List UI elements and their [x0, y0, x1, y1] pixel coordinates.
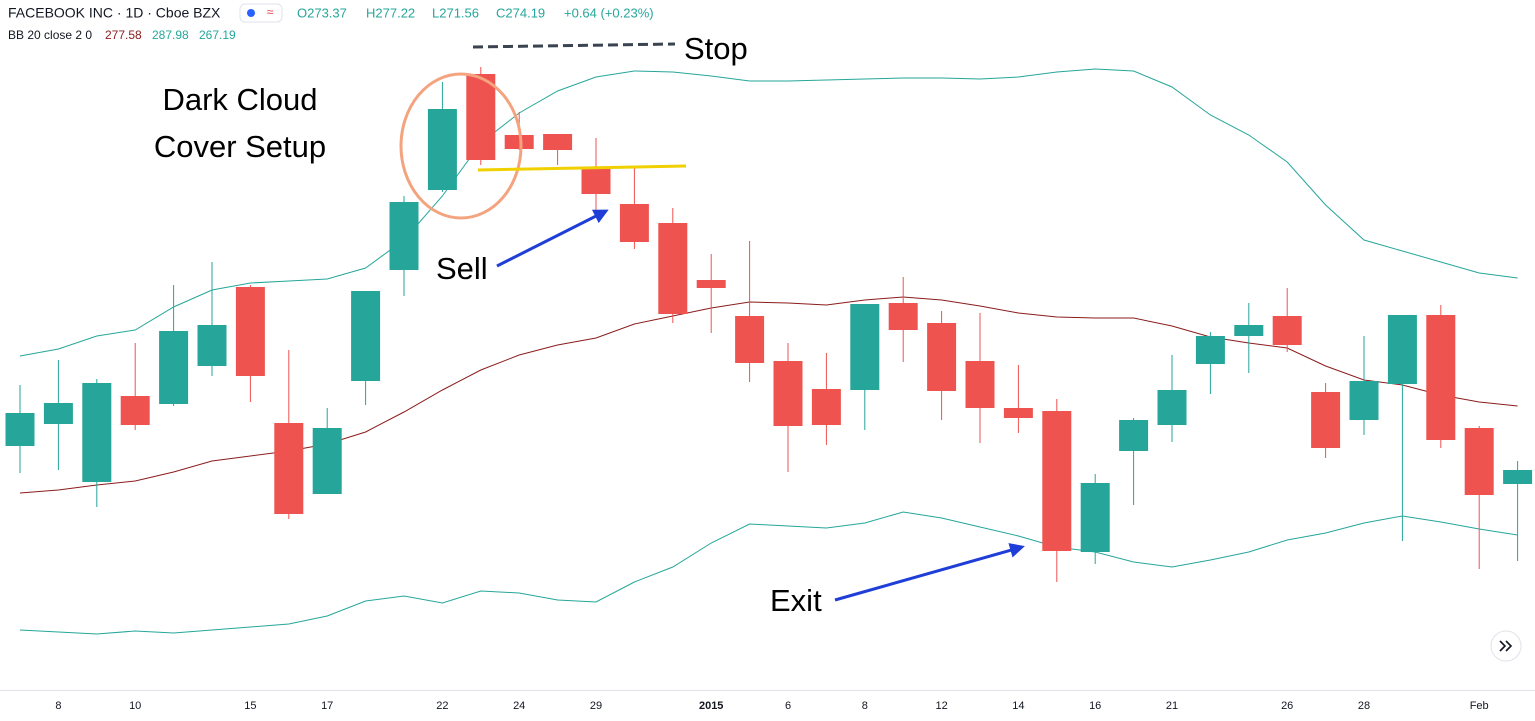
- x-tick-label: 14: [1012, 700, 1024, 712]
- ohlc-close: C274.19: [496, 5, 545, 20]
- x-tick-label: 26: [1281, 700, 1293, 712]
- x-tick-label: 2015: [699, 700, 723, 712]
- x-tick-label: 6: [785, 700, 791, 712]
- candle-body: [120, 396, 150, 425]
- sell-arrow: [496, 209, 609, 268]
- candle-body: [1349, 381, 1379, 420]
- candle-body: [850, 304, 880, 390]
- candle-body: [235, 287, 265, 376]
- candle-body: [1272, 316, 1302, 345]
- delay-icon: ≈: [267, 5, 274, 19]
- x-tick-label: 12: [935, 700, 947, 712]
- candle-body: [274, 423, 304, 514]
- candle-body: [1387, 315, 1417, 384]
- x-tick-label: 29: [590, 700, 602, 712]
- indicator-name: BB 20 close 2 0: [8, 28, 92, 42]
- status-pill[interactable]: [239, 3, 283, 23]
- annotation: Cover Setup: [154, 129, 326, 164]
- candle-body: [197, 325, 227, 366]
- x-tick-label: 10: [129, 700, 141, 712]
- annotation: Stop: [684, 31, 748, 66]
- candle-body: [773, 361, 803, 426]
- annotation: Sell: [436, 251, 488, 286]
- x-tick-label: Feb: [1470, 700, 1489, 712]
- highlight-ellipse: [399, 72, 523, 220]
- indicator-upper: 287.98: [152, 28, 189, 42]
- stop-line: [472, 42, 676, 49]
- candle-body: [696, 280, 726, 288]
- candle-body: [351, 291, 381, 381]
- x-tick-label: 28: [1358, 700, 1370, 712]
- candle-body: [581, 168, 611, 194]
- candle-body: [811, 389, 841, 425]
- entry-line: [477, 164, 687, 172]
- candle-body: [312, 428, 342, 494]
- candle-body: [159, 331, 189, 404]
- x-tick-label: 22: [436, 700, 448, 712]
- candle-body: [1311, 392, 1341, 448]
- band-line: [19, 68, 1518, 357]
- x-tick-label: 8: [55, 700, 61, 712]
- candle-body: [1195, 336, 1225, 364]
- band-line: [19, 296, 1518, 494]
- ohlc-low: L271.56: [432, 5, 479, 20]
- candle-body: [1003, 408, 1033, 418]
- candle-body: [619, 204, 649, 242]
- candle-body: [1042, 411, 1072, 551]
- exit-arrow: [834, 543, 1025, 602]
- candle-body: [1464, 428, 1494, 495]
- candle-body: [504, 135, 534, 149]
- candle-body: [888, 303, 918, 330]
- candle-body: [5, 413, 35, 446]
- band-line: [19, 511, 1518, 635]
- ohlc-open: O273.37: [297, 5, 347, 20]
- time-axis: 8 10 15 17 22 24 29 2015 6 8 12 14 16 21 26 28 Feb: [55, 700, 1488, 712]
- candle-body: [543, 134, 573, 150]
- candle-body: [1426, 315, 1456, 440]
- candle-body: [1234, 325, 1264, 336]
- ohlc-change: +0.64 (+0.23%): [564, 5, 654, 20]
- plot-area: [5, 67, 1533, 635]
- annotation: Exit: [770, 583, 822, 618]
- annotation: Dark Cloud: [162, 82, 317, 117]
- x-tick-label: 17: [321, 700, 333, 712]
- x-tick-label: 21: [1166, 700, 1178, 712]
- candle-body: [427, 109, 457, 190]
- candle-body: [735, 316, 765, 363]
- candle-body: [1157, 390, 1187, 425]
- ohlc-high: H277.22: [366, 5, 415, 20]
- x-tick-label: 8: [862, 700, 868, 712]
- x-tick-label: 15: [244, 700, 256, 712]
- candle-body: [1080, 483, 1110, 552]
- indicator-basis: 277.58: [105, 28, 142, 42]
- indicator-lower: 267.19: [199, 28, 236, 42]
- candle-body: [389, 202, 419, 270]
- candle-body: [1503, 470, 1533, 484]
- market-icon: [247, 9, 255, 17]
- candle-body: [658, 223, 688, 314]
- candle-body: [1119, 420, 1149, 451]
- candle-body: [43, 403, 73, 424]
- candle-body: [965, 361, 995, 408]
- candle-body: [927, 323, 957, 391]
- symbol-title: FACEBOOK INC · 1D · Cboe BZX: [8, 5, 221, 21]
- candle-body: [82, 383, 112, 482]
- x-tick-label: 16: [1089, 700, 1101, 712]
- scroll-button[interactable]: [1490, 630, 1522, 662]
- x-tick-label: 24: [513, 700, 525, 712]
- candle-body: [466, 74, 496, 160]
